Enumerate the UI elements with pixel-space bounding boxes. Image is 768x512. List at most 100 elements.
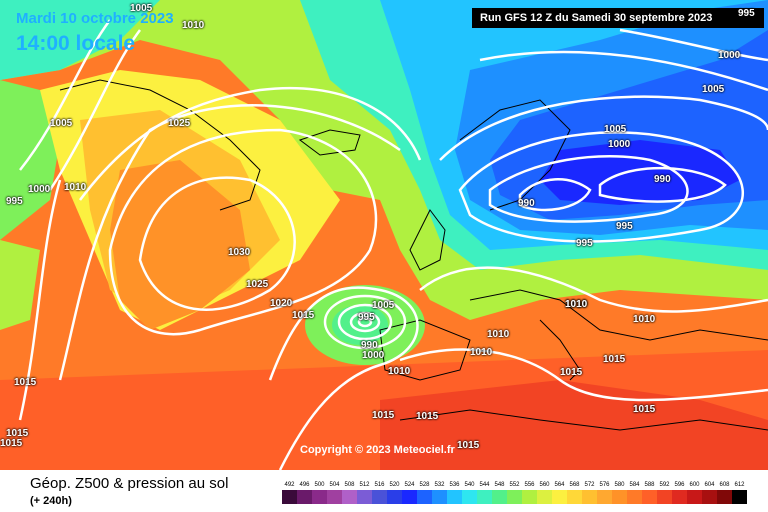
isobar-label-l1015-w2: 1015 xyxy=(6,428,29,439)
isobar-1005-n xyxy=(439,95,768,161)
scale-label-600: 600 xyxy=(689,482,700,488)
coast-uk xyxy=(409,209,446,271)
isobar-995-w xyxy=(19,19,112,171)
field-lime-w xyxy=(0,240,40,330)
isobar-label-l1025: 1025 xyxy=(168,118,191,129)
isobar-label-l995-ne: 995 xyxy=(738,8,755,19)
scale-swatch xyxy=(657,490,672,504)
scale-label-572: 572 xyxy=(584,482,595,488)
scale-swatch xyxy=(327,490,342,504)
forecast-date: Mardi 10 octobre 2023 xyxy=(16,10,174,27)
scale-label-584: 584 xyxy=(629,482,640,488)
scale-label-512: 512 xyxy=(359,482,370,488)
scale-label-536: 536 xyxy=(449,482,460,488)
scale-swatch xyxy=(567,490,582,504)
scale-label-604: 604 xyxy=(704,482,715,488)
copyright: Copyright © 2023 Meteociel.fr xyxy=(300,444,455,456)
scale-swatch xyxy=(387,490,402,504)
forecast-time: 14:00 locale xyxy=(16,32,136,55)
scale-label-588: 588 xyxy=(644,482,655,488)
scale-swatch xyxy=(432,490,447,504)
isobar-label-l995-w: 995 xyxy=(6,196,23,207)
isobar-label-l1000-c: 1000 xyxy=(362,350,385,361)
isobar-1005-ne xyxy=(479,50,768,92)
scale-label-560: 560 xyxy=(539,482,550,488)
scale-label-528: 528 xyxy=(419,482,430,488)
scale-swatch xyxy=(477,490,492,504)
isobar-label-l1015-w1: 1015 xyxy=(14,377,37,388)
scale-label-544: 544 xyxy=(479,482,490,488)
scale-swatch xyxy=(312,490,327,504)
footer-subtitle: (+ 240h) xyxy=(30,495,72,507)
scale-label-596: 596 xyxy=(674,482,685,488)
isobar-1015-s xyxy=(399,348,768,402)
isobar-label-l1010-e: 1010 xyxy=(633,314,656,325)
field-orange-core xyxy=(110,160,250,330)
scale-label-504: 504 xyxy=(329,482,340,488)
scale-label-552: 552 xyxy=(509,482,520,488)
scale-swatch xyxy=(282,490,297,504)
scale-label-516: 516 xyxy=(374,482,385,488)
scale-swatch xyxy=(612,490,627,504)
scale-label-496: 496 xyxy=(299,482,310,488)
scale-label-492: 492 xyxy=(284,482,295,488)
scale-label-592: 592 xyxy=(659,482,670,488)
scale-swatch xyxy=(357,490,372,504)
isobar-label-l1025-c: 1025 xyxy=(246,279,269,290)
field-green-w xyxy=(0,80,60,240)
run-info: Run GFS 12 Z du Samedi 30 septembre 2023 xyxy=(472,8,764,28)
scale-swatch xyxy=(447,490,462,504)
isobar-label-l990-c: 990 xyxy=(361,340,378,351)
isobar-label-l1000-w: 1000 xyxy=(28,184,51,195)
weather-map-canvas xyxy=(0,0,768,470)
isobar-995-low xyxy=(349,311,381,333)
isobar-label-l1015-b: 1015 xyxy=(633,404,656,415)
isobar-label-l1005-ne: 1005 xyxy=(702,84,725,95)
isobar-label-l990-n2: 990 xyxy=(654,174,671,185)
isobar-label-l1010-b: 1010 xyxy=(487,329,510,340)
isobar-label-l1005-c: 1005 xyxy=(372,300,395,311)
isobars xyxy=(18,19,768,470)
scale-swatch xyxy=(597,490,612,504)
isobar-1010-nw xyxy=(79,86,422,201)
isobar-label-l1015-s3: 1015 xyxy=(416,411,439,422)
isobar-label-l1005-n: 1005 xyxy=(604,124,627,135)
isobar-label-l1015-c: 1015 xyxy=(292,310,315,321)
isobar-label-l1015-i: 1015 xyxy=(560,367,583,378)
scale-label-500: 500 xyxy=(314,482,325,488)
scale-swatch xyxy=(552,490,567,504)
isobar-1000-ne xyxy=(619,28,768,62)
isobar-1015-w xyxy=(18,179,62,421)
isobar-label-l1030: 1030 xyxy=(228,247,251,258)
isobar-1000-low xyxy=(337,303,393,341)
isobar-990-low xyxy=(357,316,373,328)
isobar-990-n1 xyxy=(518,178,592,212)
scale-swatch xyxy=(717,490,732,504)
isobar-label-l990-n1: 990 xyxy=(518,198,535,209)
coast-iberia xyxy=(379,319,471,381)
scale-label-524: 524 xyxy=(404,482,415,488)
isobar-990-n2 xyxy=(598,166,727,203)
isobar-1030 xyxy=(138,176,296,311)
scale-label-540: 540 xyxy=(464,482,475,488)
scale-swatch xyxy=(297,490,312,504)
isobar-label-l1010-p: 1010 xyxy=(388,366,411,377)
isobar-label-l1015-g: 1015 xyxy=(603,354,626,365)
isobar-1005-low xyxy=(323,294,407,350)
isobar-label-l1005-nw: 1005 xyxy=(50,118,73,129)
field-south-red xyxy=(380,380,768,470)
scale-swatch xyxy=(672,490,687,504)
isobar-label-l1015-s1: 1015 xyxy=(0,438,23,449)
scale-swatch xyxy=(402,490,417,504)
scale-label-520: 520 xyxy=(389,482,400,488)
isobar-label-l995-c: 995 xyxy=(358,312,375,323)
scale-label-576: 576 xyxy=(599,482,610,488)
scale-swatch xyxy=(507,490,522,504)
weather-map: Mardi 10 octobre 2023 14:00 locale Run G… xyxy=(0,0,768,470)
coast-europe-south xyxy=(469,289,768,341)
scale-swatch xyxy=(687,490,702,504)
scale-swatch xyxy=(372,490,387,504)
scale-swatch xyxy=(702,490,717,504)
isobar-label-l1010-pl: 1010 xyxy=(565,299,588,310)
isobar-995-n xyxy=(488,155,689,223)
